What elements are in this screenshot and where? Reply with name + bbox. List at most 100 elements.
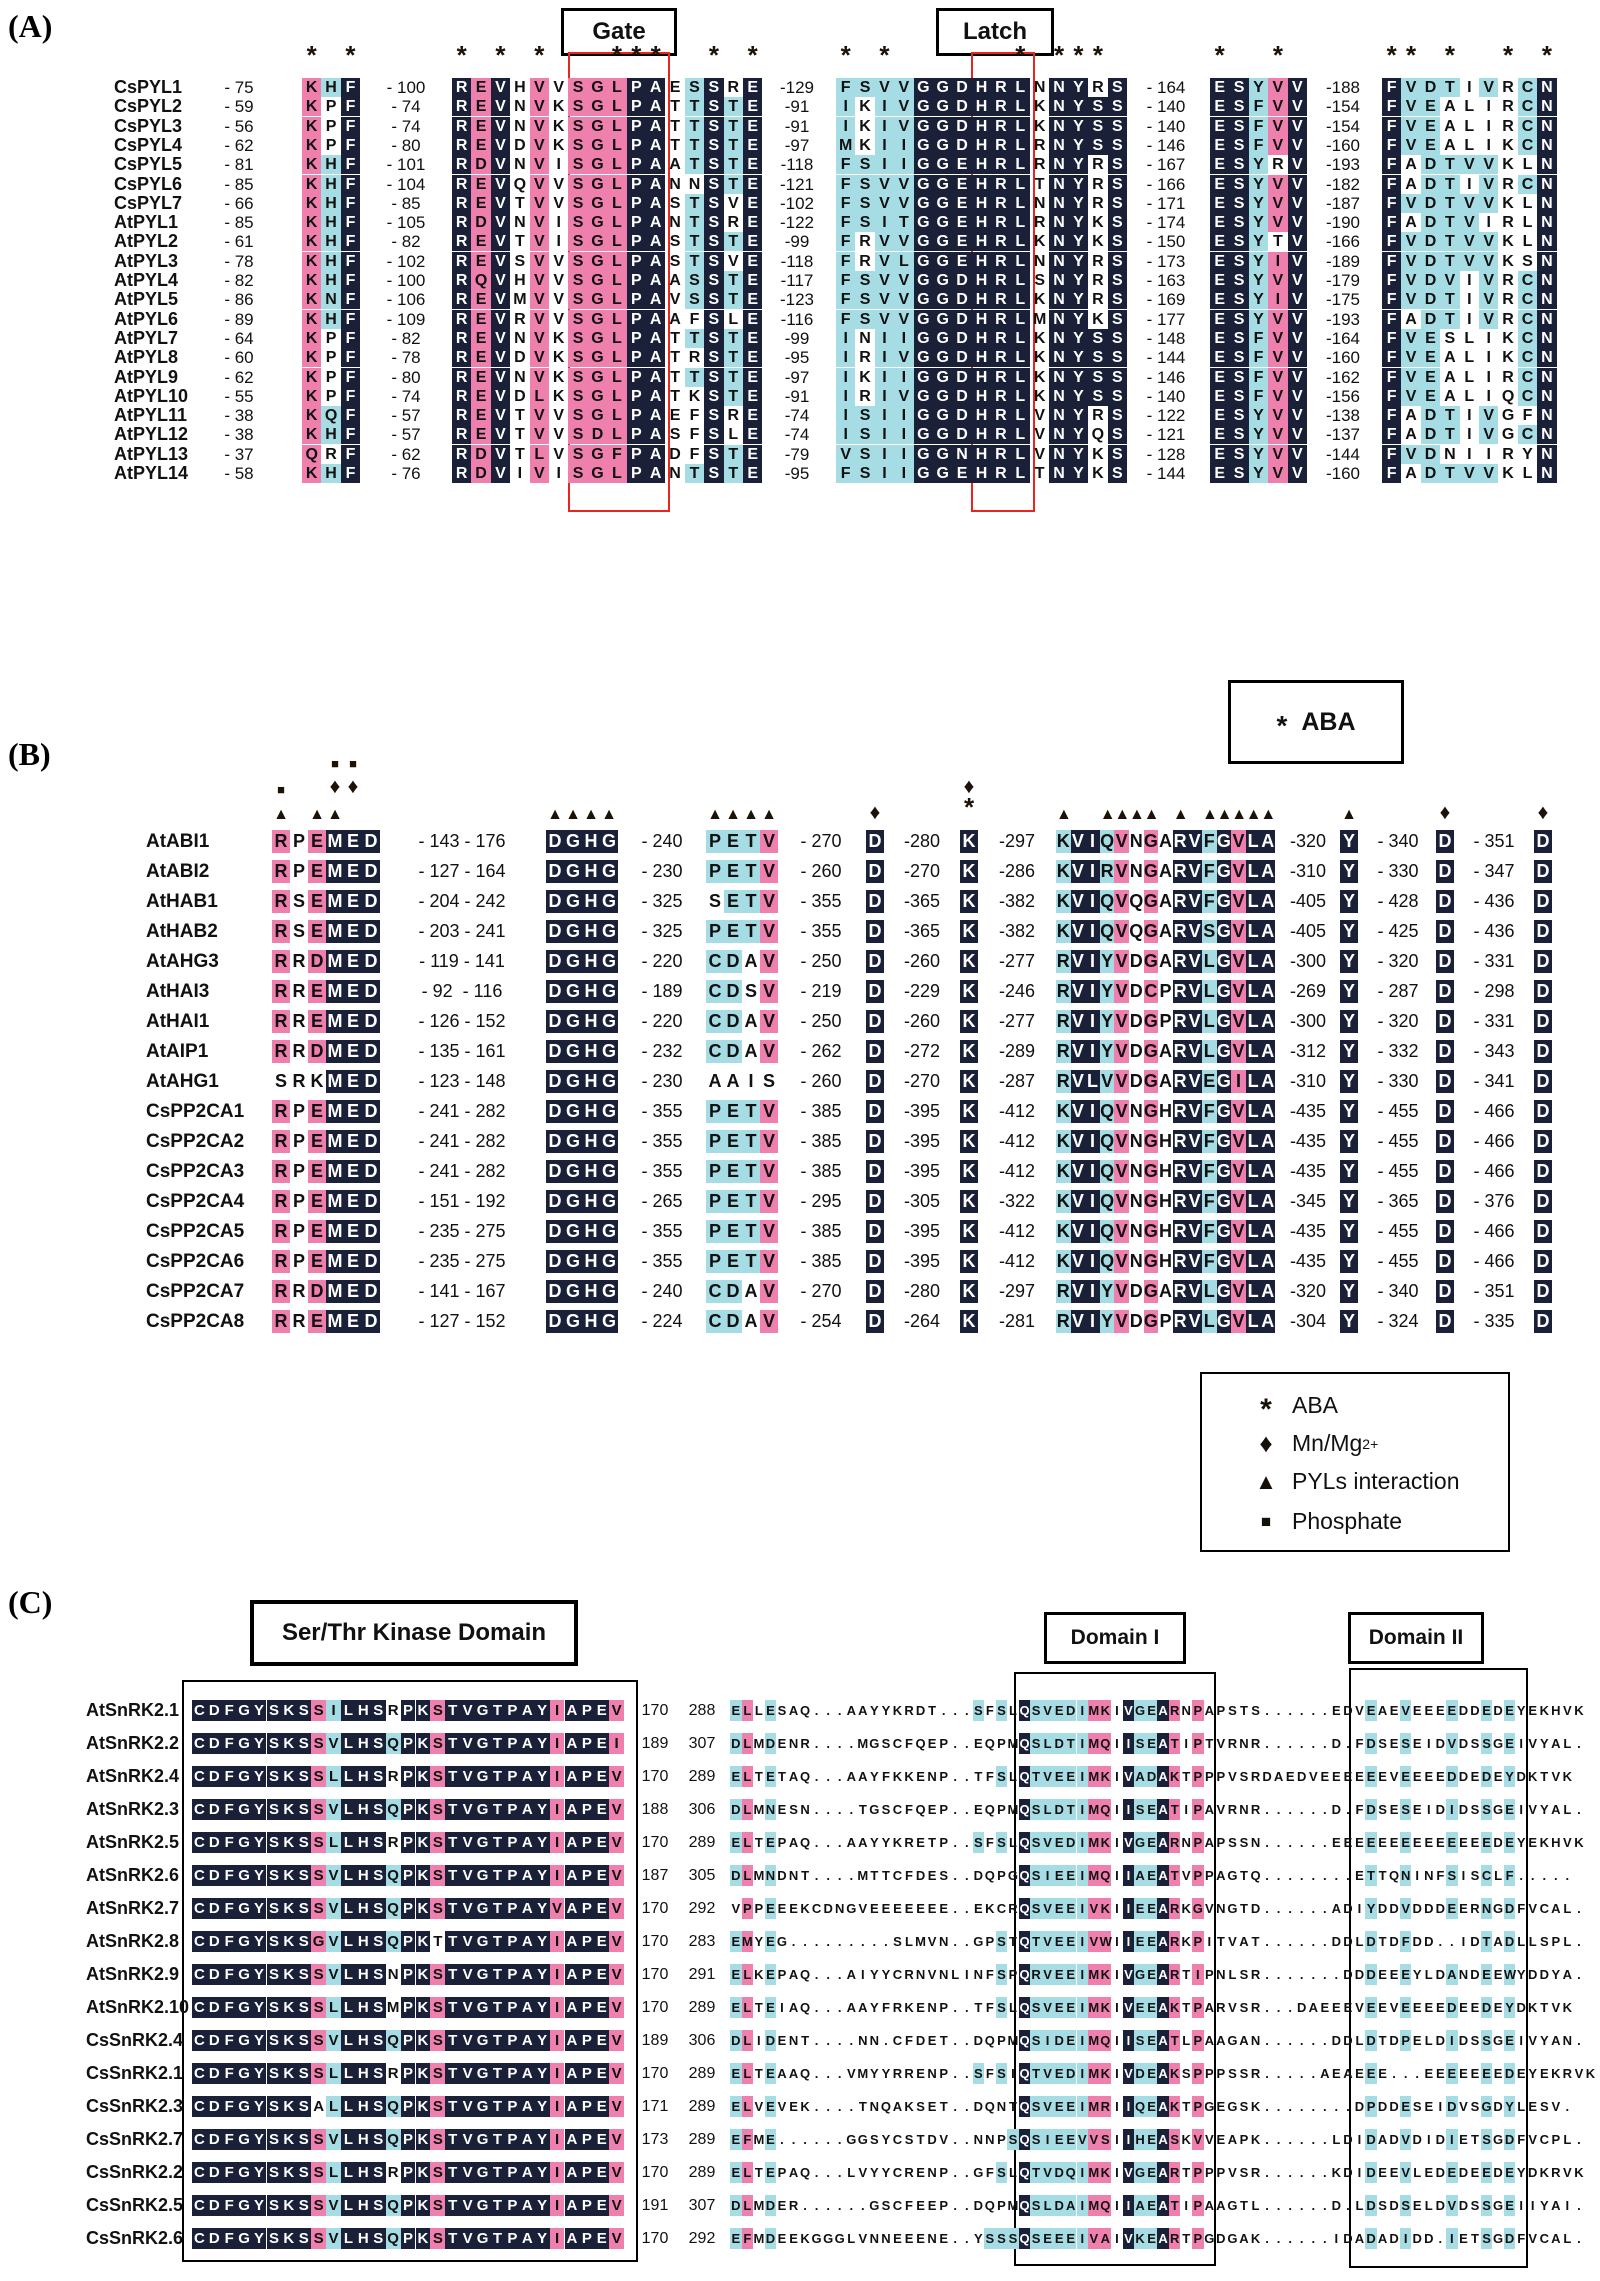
- seq-cell: E: [1216, 2132, 1226, 2147]
- seq-cell: L: [1245, 920, 1261, 943]
- seq-cell: I: [1467, 407, 1472, 425]
- residue-number: - 100: [386, 271, 426, 290]
- seq-cell: Y: [251, 1898, 267, 1919]
- residue-number: -156: [1325, 386, 1361, 406]
- seq-cell: R: [1502, 272, 1514, 289]
- seq-cell: K: [1134, 2228, 1146, 2249]
- seq-cell: .: [1311, 1934, 1316, 1949]
- seq-cell: E: [344, 1010, 362, 1033]
- seq-cell: D: [952, 290, 972, 310]
- seq-cell: G: [1192, 1898, 1204, 1919]
- seq-cell: T: [490, 1997, 505, 2018]
- seq-cell: G: [600, 1040, 618, 1063]
- seq-cell: R: [991, 97, 1011, 117]
- row-label: AtSnRK2.1: [86, 1700, 180, 1720]
- seq-cell: S: [704, 367, 724, 387]
- seq-cell: E: [1480, 2063, 1493, 2084]
- seq-cell: E: [730, 2228, 742, 2249]
- seq-cell: I: [1076, 1964, 1089, 1985]
- seq-cell: P: [626, 386, 646, 406]
- seq-cell: I: [1122, 2096, 1135, 2117]
- seq-cell: T: [490, 2162, 505, 2183]
- seq-cell: D: [915, 1703, 926, 1718]
- seq-cell: H: [321, 78, 341, 97]
- seq-cell: N: [1537, 97, 1557, 117]
- seq-cell: Y: [251, 1799, 267, 1820]
- seq-cell: V: [1231, 1190, 1246, 1213]
- seq-cell: N: [858, 2033, 868, 2048]
- seq-cell: F: [1382, 116, 1402, 136]
- seq-cell: S: [1107, 155, 1127, 175]
- seq-cell: Y: [534, 1865, 550, 1886]
- seq-cell: K: [892, 1769, 903, 1784]
- seq-cell: V: [1479, 309, 1499, 329]
- seq-cell: S: [568, 406, 588, 426]
- seq-cell: K: [1092, 445, 1104, 463]
- seq-cell: D: [471, 464, 491, 483]
- seq-cell: .: [1323, 2198, 1327, 2213]
- seq-cell: E: [669, 407, 681, 425]
- triangle-icon: ▲: [1172, 806, 1189, 823]
- seq-cell: D: [730, 1733, 742, 1754]
- residue-number: - 76: [391, 464, 421, 483]
- seq-cell: I: [1076, 1700, 1089, 1721]
- seq-cell: V: [874, 251, 895, 271]
- seq-cell: Y: [1340, 980, 1358, 1003]
- seq-cell: H: [321, 174, 341, 194]
- seq-cell: A: [1260, 1250, 1275, 1273]
- triangle-icon: ▲: [273, 806, 289, 823]
- seq-cell: S: [311, 1733, 327, 1754]
- seq-cell: E: [1503, 1733, 1516, 1754]
- seq-cell: R: [991, 174, 1011, 194]
- seq-cell: R: [1502, 310, 1514, 328]
- seq-cell: .: [1519, 1868, 1523, 1883]
- triangle-icon: ▲: [1231, 806, 1248, 823]
- seq-cell: T: [490, 2063, 505, 2084]
- seq-cell: V: [760, 1280, 778, 1303]
- seq-cell: E: [308, 980, 326, 1003]
- seq-cell: V: [927, 1934, 937, 1949]
- seq-cell: D: [1377, 2099, 1388, 2114]
- seq-cell: Y: [251, 2162, 267, 2183]
- seq-cell: V: [1574, 2066, 1584, 2081]
- seq-cell: F: [1382, 271, 1402, 290]
- seq-cell: H: [355, 2129, 371, 2150]
- residue-number: - 143 - 176: [418, 831, 506, 851]
- seq-cell: A: [1331, 1901, 1342, 1916]
- seq-cell: I: [1011, 2066, 1015, 2081]
- seq-cell: G: [236, 2030, 252, 2051]
- seq-cell: A: [846, 1835, 856, 1850]
- seq-cell: L: [326, 1766, 341, 1787]
- seq-cell: Y: [870, 1703, 879, 1718]
- seq-cell: F: [905, 2198, 913, 2213]
- seq-cell: D: [1145, 1766, 1158, 1787]
- seq-cell: S: [855, 406, 875, 426]
- seq-cell: A: [1239, 2231, 1249, 2246]
- residue-number: - 135 - 161: [418, 1041, 506, 1061]
- domain2-frame: [1349, 1668, 1528, 2268]
- seq-cell: L: [741, 2195, 754, 2216]
- seq-cell: E: [471, 425, 491, 445]
- seq-cell: E: [1446, 2162, 1458, 2183]
- seq-cell: L: [607, 271, 627, 290]
- seq-cell: P: [504, 1898, 520, 1919]
- seq-cell: G: [1227, 2231, 1238, 2246]
- seq-cell: Y: [870, 1967, 879, 1982]
- gate-label: Gate: [592, 18, 646, 45]
- seq-cell: N: [764, 1865, 777, 1886]
- seq-cell: A: [646, 155, 666, 175]
- seq-cell: F: [1382, 174, 1402, 194]
- seq-cell: S: [1107, 213, 1127, 233]
- seq-cell: P: [400, 2096, 416, 2117]
- residue-number: -179: [1325, 271, 1361, 290]
- seq-cell: D: [1436, 980, 1454, 1003]
- residue-number: - 126 - 152: [418, 1011, 506, 1031]
- seq-cell: S: [1229, 193, 1249, 213]
- seq-cell: .: [1276, 2165, 1281, 2180]
- seq-cell: N: [669, 465, 681, 482]
- seq-cell: D: [669, 445, 681, 463]
- seq-cell: V: [1187, 1220, 1202, 1243]
- seq-cell: V: [1401, 271, 1421, 290]
- seq-cell: E: [1459, 2000, 1468, 2015]
- residue-number: -312: [1289, 1041, 1327, 1061]
